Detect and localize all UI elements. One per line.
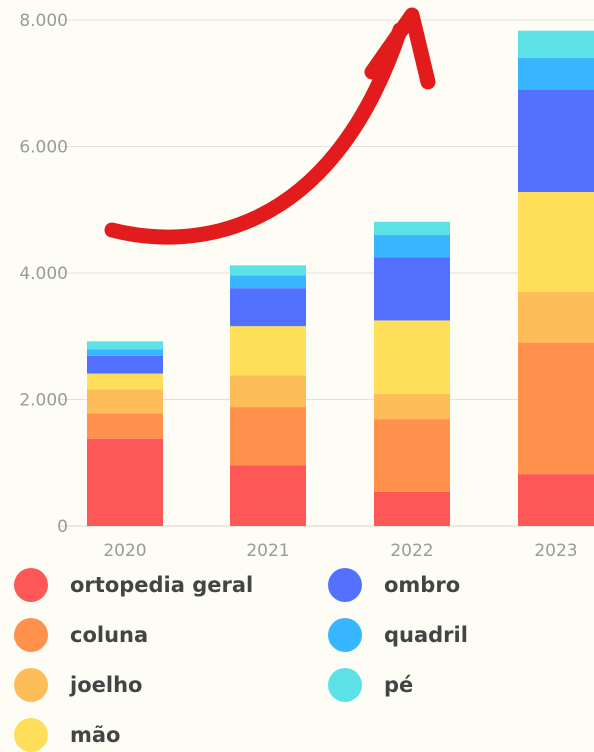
x-tick-label: 2021 xyxy=(246,541,289,560)
bar-segment xyxy=(87,355,163,374)
legend-swatch xyxy=(328,668,362,702)
growth-arrow-annotation xyxy=(104,7,436,245)
legend-label: ortopedia geral xyxy=(70,573,254,597)
bar-segment xyxy=(518,30,594,58)
bar-segment xyxy=(374,320,450,394)
bar-segment xyxy=(230,407,306,466)
bar-segment xyxy=(518,474,594,526)
legend-swatch xyxy=(328,618,362,652)
bar-segment xyxy=(87,373,163,390)
bar-segment xyxy=(374,393,450,420)
y-tick-label: 0 xyxy=(57,517,68,537)
legend-swatch xyxy=(14,618,48,652)
bar-stack-2021 xyxy=(230,265,306,526)
growth-arrow-curve xyxy=(104,22,408,245)
bar-segment xyxy=(374,419,450,492)
x-tick-label: 2020 xyxy=(103,541,146,560)
bar-segment xyxy=(87,413,163,439)
bar-segment xyxy=(518,192,594,292)
legend-item: mão xyxy=(14,718,120,752)
growth-arrow-head xyxy=(364,7,436,90)
legend-label: coluna xyxy=(70,623,149,647)
bar-segment xyxy=(87,341,163,350)
bar-segment xyxy=(374,221,450,236)
legend-item: pé xyxy=(328,668,413,702)
legend-item: coluna xyxy=(14,618,148,652)
legend-label: joelho xyxy=(70,673,143,697)
bar-stack-2020 xyxy=(87,341,163,526)
bar-segment xyxy=(230,375,306,408)
bar-stack-2022 xyxy=(374,221,450,526)
x-axis-labels: 2020 2021 2022 2023 xyxy=(103,541,577,560)
bar-segment xyxy=(518,89,594,193)
bar-segment xyxy=(374,257,450,321)
bar-segment xyxy=(518,342,594,475)
legend-label: mão xyxy=(70,723,121,747)
legend-label: ombro xyxy=(384,573,461,597)
legend-swatch xyxy=(14,668,48,702)
bar-segment xyxy=(230,288,306,327)
bar-segment xyxy=(230,275,306,289)
legend-label: quadril xyxy=(384,623,468,647)
legend-swatch xyxy=(14,568,48,602)
legend-item: ombro xyxy=(328,568,460,602)
legend-label: pé xyxy=(384,673,414,697)
bar-segment xyxy=(230,465,306,526)
legend: ortopedia geral coluna joelho mão ombro quadr… xyxy=(0,560,594,752)
x-tick-label: 2022 xyxy=(390,541,433,560)
bar-segment xyxy=(230,326,306,376)
bar-segment xyxy=(518,291,594,343)
bar-segment xyxy=(374,235,450,258)
y-axis-ticks: 0 2.000 4.000 6.000 8.000 xyxy=(19,11,68,537)
bar-segment xyxy=(374,491,450,526)
y-tick-label: 8.000 xyxy=(19,11,68,31)
bars xyxy=(87,30,594,526)
bar-segment xyxy=(230,265,306,276)
legend-swatch xyxy=(14,718,48,752)
legend-swatch xyxy=(328,568,362,602)
bar-segment xyxy=(518,57,594,90)
bar-stack-2023 xyxy=(518,30,594,526)
bar-segment xyxy=(87,438,163,526)
legend-item: joelho xyxy=(14,668,142,702)
legend-item: quadril xyxy=(328,618,468,652)
stacked-bar-chart: 0 2.000 4.000 6.000 8.000 2020 2021 2022 2023 xyxy=(19,7,594,560)
legend-item: ortopedia geral xyxy=(14,568,253,602)
y-tick-label: 2.000 xyxy=(19,391,68,411)
y-tick-label: 4.000 xyxy=(19,264,68,284)
bar-segment xyxy=(87,389,163,414)
y-tick-label: 6.000 xyxy=(19,138,68,158)
bar-segment xyxy=(87,349,163,356)
x-tick-label: 2023 xyxy=(534,541,577,560)
